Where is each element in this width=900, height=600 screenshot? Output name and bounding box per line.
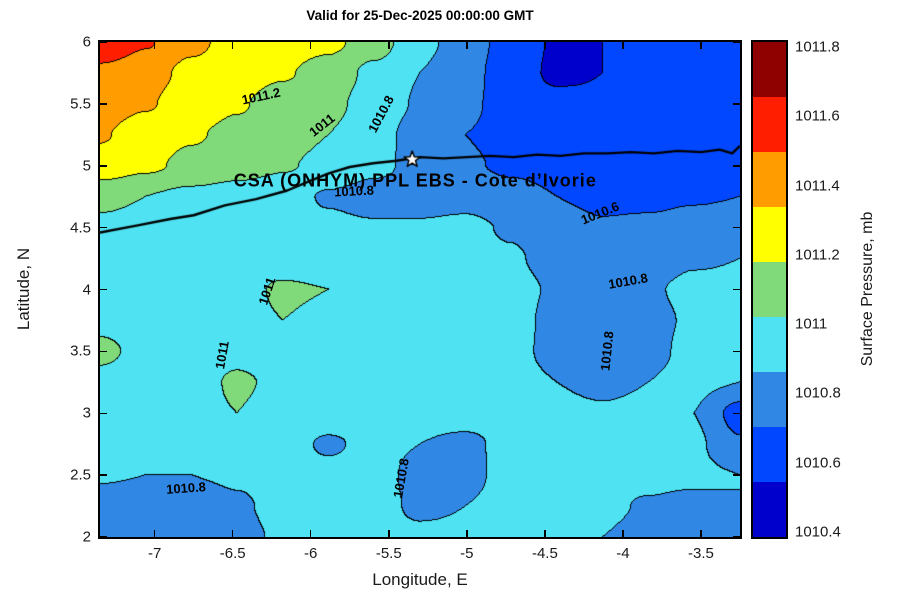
contour-map-canvas xyxy=(100,42,740,537)
colorbar-band xyxy=(753,97,786,152)
colorbar-band xyxy=(753,482,786,537)
colorbar-tick-label: 1011 xyxy=(795,315,828,333)
y-tick-label: 3 xyxy=(82,404,91,422)
tick-mark xyxy=(700,42,702,49)
tick-mark xyxy=(309,42,312,49)
tick-mark xyxy=(622,530,624,537)
y-tick-label: 5 xyxy=(82,157,91,175)
tick-mark xyxy=(100,474,107,476)
contour-label: 1010.8 xyxy=(165,478,207,497)
tick-mark xyxy=(153,42,156,49)
y-tick-label: 5.5 xyxy=(70,95,91,113)
y-tick-label: 3.5 xyxy=(70,342,91,360)
tick-mark xyxy=(231,530,234,537)
y-tick-label: 4 xyxy=(82,281,91,298)
x-tick-label: -5 xyxy=(460,545,474,562)
colorbar-band xyxy=(753,317,786,372)
tick-mark xyxy=(733,474,740,476)
colorbar-tick-label: 1010.8 xyxy=(795,384,841,402)
tick-mark xyxy=(100,288,107,291)
colorbar-band xyxy=(753,152,786,207)
tick-mark xyxy=(733,288,740,291)
tick-mark xyxy=(700,530,702,537)
x-tick-label: -5.5 xyxy=(375,545,402,562)
tick-mark xyxy=(100,350,107,353)
tick-mark xyxy=(733,103,740,105)
colorbar-label: Surface Pressure, mb xyxy=(859,211,876,367)
x-tick-label: -6 xyxy=(304,545,318,562)
tick-mark xyxy=(733,350,740,353)
tick-mark xyxy=(100,165,107,167)
colorbar-tick-label: 1010.6 xyxy=(795,454,841,472)
station-annotation: CSA (ONHYM) PPL EBS - Cote d’Ivorie xyxy=(233,170,597,191)
chart-title: Valid for 25-Dec-2025 00:00:00 GMT xyxy=(306,8,534,23)
colorbar-tick-label: 1010.4 xyxy=(795,523,841,541)
tick-mark xyxy=(622,42,624,49)
tick-mark xyxy=(388,530,390,537)
tick-mark xyxy=(231,42,234,49)
tick-mark xyxy=(100,226,107,229)
y-tick-label: 2 xyxy=(82,528,91,546)
tick-mark xyxy=(733,226,740,229)
x-axis-label: Longitude, E xyxy=(372,570,468,589)
tick-mark xyxy=(388,42,390,49)
colorbar-band xyxy=(753,207,786,262)
y-tick-label: 6 xyxy=(82,33,91,51)
colorbar-band xyxy=(753,372,786,427)
colorbar xyxy=(751,40,788,539)
tick-mark xyxy=(100,536,107,538)
tick-mark xyxy=(733,41,740,43)
colorbar-band xyxy=(753,427,786,482)
x-tick-label: -4.5 xyxy=(531,545,558,562)
y-tick-label: 2.5 xyxy=(70,466,91,484)
colorbar-tick-label: 1011.6 xyxy=(795,107,840,125)
tick-mark xyxy=(544,530,546,537)
colorbar-band xyxy=(753,42,786,97)
colorbar-tick-label: 1011.8 xyxy=(795,38,840,56)
tick-mark xyxy=(153,530,156,537)
tick-mark xyxy=(100,103,107,105)
tick-mark xyxy=(466,42,468,49)
tick-mark xyxy=(309,530,312,537)
tick-mark xyxy=(100,412,107,414)
tick-mark xyxy=(733,536,740,538)
x-tick-label: -4 xyxy=(616,545,630,562)
tick-mark xyxy=(544,42,546,49)
tick-mark xyxy=(100,41,107,43)
x-tick-label: -3.5 xyxy=(688,545,714,562)
y-tick-label: 4.5 xyxy=(70,219,91,237)
tick-mark xyxy=(733,165,740,167)
tick-mark xyxy=(733,412,740,414)
x-tick-label: -6.5 xyxy=(219,545,246,562)
colorbar-band xyxy=(753,262,786,317)
y-axis-label: Latitude, N xyxy=(14,247,33,331)
colorbar-tick-label: 1011.2 xyxy=(795,246,840,264)
colorbar-tick-label: 1011.4 xyxy=(795,177,840,195)
tick-mark xyxy=(466,530,468,537)
x-tick-label: -7 xyxy=(147,545,162,562)
